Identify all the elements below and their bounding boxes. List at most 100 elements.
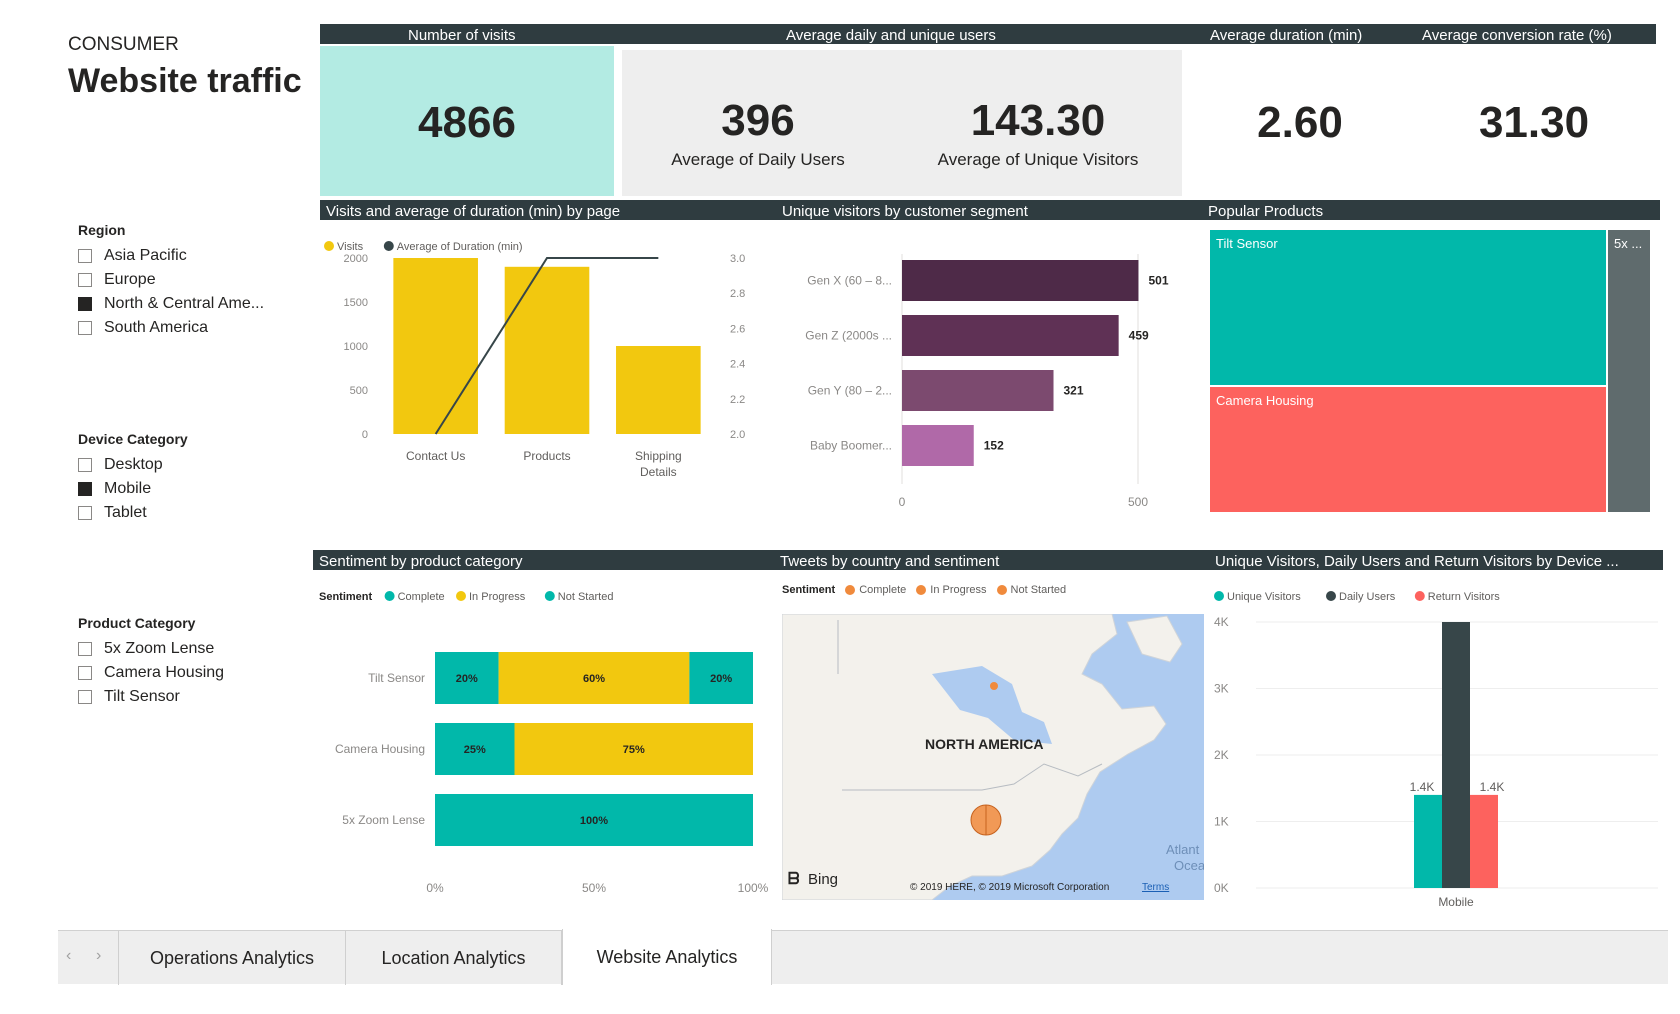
device-option[interactable]: Mobile [78, 477, 188, 501]
next-page-arrow[interactable]: › [96, 947, 102, 964]
users-card[interactable]: 396 Average of Daily Users 143.30 Averag… [622, 50, 1182, 196]
duration-card[interactable]: 2.60 [1190, 46, 1410, 196]
region-option-label: South America [104, 319, 209, 336]
region-option[interactable]: South America [78, 316, 264, 340]
map-label: NORTH AMERICA [925, 736, 1043, 752]
product-slicer-title: Product Category [78, 615, 196, 631]
legend-label[interactable]: In Progress [469, 591, 526, 603]
visits-bar[interactable] [393, 258, 478, 434]
prev-page-arrow[interactable]: ‹ [66, 947, 72, 964]
product-option-label: 5x Zoom Lense [104, 640, 215, 657]
category-label: Gen Z (2000s ... [805, 329, 892, 343]
product-slicer: Product Category 5x Zoom Lense Camera Hou… [78, 615, 224, 709]
users-header: Average daily and unique users [786, 27, 996, 44]
legend-dot [384, 591, 395, 601]
sentiment-segment[interactable] [689, 652, 753, 704]
data-label: 20% [710, 673, 732, 685]
legend-label[interactable]: Return Visitors [1428, 591, 1500, 603]
data-label: 20% [456, 673, 478, 685]
category-label: Baby Boomer... [810, 439, 892, 453]
map-legend-items: Sentiment Complete In Progress Not Started [782, 584, 1202, 596]
product-option[interactable]: 5x Zoom Lense [78, 637, 224, 661]
map-dot-small[interactable] [990, 682, 998, 690]
unique-visitors-value: 143.30 [970, 96, 1106, 145]
legend-label[interactable]: Complete [398, 591, 445, 603]
x-tick-label: Contact Us [406, 449, 465, 463]
data-label: 75% [623, 744, 645, 756]
checkbox[interactable] [78, 482, 92, 496]
popular-products-title: Popular Products [1208, 203, 1324, 220]
legend-label[interactable]: Daily Users [1339, 591, 1396, 603]
device-chart[interactable]: Unique Visitors Daily Users Return Visitor… [1210, 582, 1662, 912]
sentiment-segment[interactable] [498, 652, 690, 704]
map-lake [932, 666, 1052, 744]
region-option[interactable]: Europe [78, 268, 264, 292]
visits-duration-chart[interactable]: Visits Average of Duration (min) 2000 1500 1… [320, 232, 780, 522]
legend-dot [916, 585, 927, 595]
segment-bar[interactable] [902, 260, 1139, 301]
legend-label[interactable]: Complete [859, 584, 907, 596]
segment-bar[interactable] [902, 315, 1119, 356]
y-tick-label: 4K [1214, 615, 1229, 629]
device-bar[interactable] [1414, 794, 1442, 888]
checkbox[interactable] [78, 506, 92, 520]
visits-bar[interactable] [616, 346, 701, 434]
popular-products-treemap[interactable]: Tilt Sensor Camera Housing 5x ... [1210, 230, 1660, 512]
checkbox[interactable] [78, 297, 92, 311]
bing-label: Bing [808, 871, 838, 888]
map-terms-link[interactable]: Terms [1142, 882, 1169, 893]
legend-dot [996, 585, 1007, 595]
device-bar[interactable] [1470, 794, 1498, 888]
checkbox[interactable] [78, 321, 92, 335]
legend-label[interactable]: Visits [337, 241, 364, 253]
segment-bar[interactable] [902, 425, 974, 466]
treemap-tile[interactable]: 5x ... [1608, 230, 1650, 512]
legend-label[interactable]: Unique Visitors [1227, 591, 1301, 603]
sentiment-segment[interactable] [514, 723, 754, 775]
visits-header: Number of visits [408, 27, 516, 44]
segment-bar[interactable] [902, 370, 1054, 411]
conversion-card[interactable]: 31.30 [1418, 46, 1650, 196]
legend-dot [544, 591, 555, 601]
treemap-tile[interactable]: Camera Housing [1210, 387, 1606, 512]
region-option[interactable]: North & Central Ame... [78, 292, 264, 316]
y-tick-label: 0K [1214, 881, 1229, 895]
checkbox[interactable] [78, 666, 92, 680]
checkbox[interactable] [78, 690, 92, 704]
tab-website-analytics[interactable]: Website Analytics [562, 929, 772, 985]
checkbox[interactable] [78, 642, 92, 656]
device-option[interactable]: Desktop [78, 453, 188, 477]
device-bar[interactable] [1442, 622, 1470, 888]
sentiment-segment[interactable] [435, 794, 753, 846]
product-slicer-items: 5x Zoom Lense Camera Housing Tilt Sensor [78, 637, 224, 709]
sentiment-segment[interactable] [435, 723, 515, 775]
device-option[interactable]: Tablet [78, 501, 188, 525]
duration-line[interactable] [434, 257, 659, 435]
tweets-map[interactable]: NORTH AMERICA Atlant Ocea ᗷ Bing © 2019 … [782, 614, 1204, 900]
y2-tick-label: 2.0 [730, 429, 745, 441]
product-option[interactable]: Tilt Sensor [78, 685, 224, 709]
visits-card[interactable]: 4866 [320, 46, 614, 196]
row2-header-bar: Visits and average of duration (min) by … [320, 200, 1660, 220]
y-tick-label: 3K [1214, 682, 1229, 696]
region-option[interactable]: Asia Pacific [78, 244, 264, 268]
treemap-tile-label: Tilt Sensor [1216, 236, 1278, 251]
map-canvas[interactable]: NORTH AMERICA Atlant Ocea ᗷ Bing © 2019 … [782, 614, 1204, 900]
tab-operations-analytics[interactable]: Operations Analytics [118, 931, 346, 985]
sentiment-chart[interactable]: Sentiment Complete In Progress Not Started T… [313, 582, 773, 902]
legend-dot [845, 585, 856, 595]
legend-label[interactable]: Not Started [558, 591, 614, 603]
product-option[interactable]: Camera Housing [78, 661, 224, 685]
checkbox[interactable] [78, 458, 92, 472]
tab-location-analytics[interactable]: Location Analytics [346, 931, 562, 985]
legend-label[interactable]: In Progress [930, 584, 987, 596]
sentiment-segment[interactable] [435, 652, 499, 704]
checkbox[interactable] [78, 249, 92, 263]
treemap-tile[interactable]: Tilt Sensor [1210, 230, 1606, 385]
checkbox[interactable] [78, 273, 92, 287]
legend-label[interactable]: Average of Duration (min) [397, 241, 523, 253]
region-slicer-title: Region [78, 222, 126, 238]
segments-chart[interactable]: Gen X (60 – 8... 501 Gen Z (2000s ... 459 Ge… [782, 232, 1202, 522]
visits-bar[interactable] [504, 266, 590, 434]
legend-label[interactable]: Not Started [1010, 584, 1067, 596]
